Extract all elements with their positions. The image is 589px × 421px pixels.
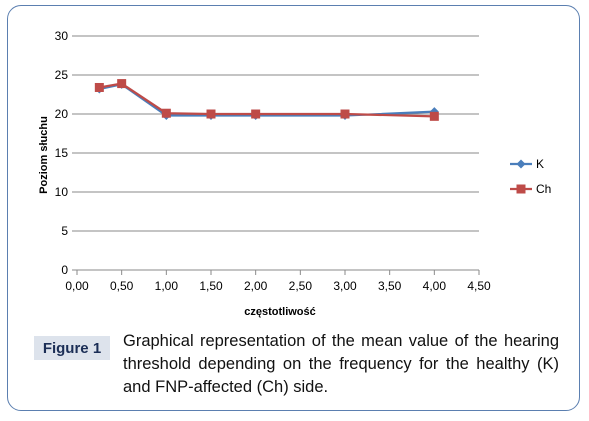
x-tick-label-5: 2,50 [289,279,313,293]
point-Ch-6 [429,111,439,121]
legend-marker-Ch [516,184,526,194]
point-Ch-3 [206,109,216,119]
point-Ch-1 [117,79,127,89]
legend-label-K: K [536,157,544,171]
axes [72,35,480,275]
x-tick-label-2: 1,00 [155,279,179,293]
x-tick-label-8: 4,00 [423,279,447,293]
x-tick-label-7: 3,50 [378,279,402,293]
series-line-K [99,83,435,117]
y-tick-label-0: 0 [61,263,68,277]
y-tick-label-3: 15 [55,146,69,160]
point-Ch-2 [161,108,171,118]
y-tick-label-6: 30 [55,29,69,43]
point-Ch-5 [340,109,350,119]
y-tick-label-2: 10 [55,185,69,199]
legend-label-Ch: Ch [536,182,551,196]
point-Ch-4 [251,109,261,119]
figure-caption: Figure 1 Graphical representation of the… [34,330,564,400]
x-tick-label-9: 4,50 [467,279,491,293]
legend: K Ch [510,157,551,196]
y-tick-label-5: 25 [55,68,69,82]
y-tick-labels: 0 5 10 15 20 25 30 [55,29,69,277]
caption-text: Graphical representation of the mean val… [123,332,559,396]
x-tick-label-0: 0,00 [65,279,89,293]
x-tick-labels: 0,00 0,50 1,00 1,50 2,00 2,50 3,00 3,50 4,00 4,50 [65,279,491,293]
line-chart: 0,00 0,50 1,00 1,50 2,00 2,50 3,00 3,50 4,00 4,50… [38,29,551,318]
x-tick-label-4: 2,00 [244,279,268,293]
x-tick-label-3: 1,50 [199,279,223,293]
figure-label: Figure 1 [34,336,113,360]
y-tick-label-4: 20 [55,107,69,121]
y-axis-title: Poziom słuchu [38,116,50,194]
x-axis-title: częstotliwość [244,306,316,318]
x-tick-label-6: 3,00 [333,279,357,293]
x-tick-label-1: 0,50 [110,279,134,293]
grid-lines [77,35,479,232]
point-Ch-0 [94,82,104,92]
series-line-Ch [99,82,435,118]
y-tick-label-1: 5 [61,224,68,238]
series-group [94,79,439,121]
legend-marker-K [516,159,526,169]
